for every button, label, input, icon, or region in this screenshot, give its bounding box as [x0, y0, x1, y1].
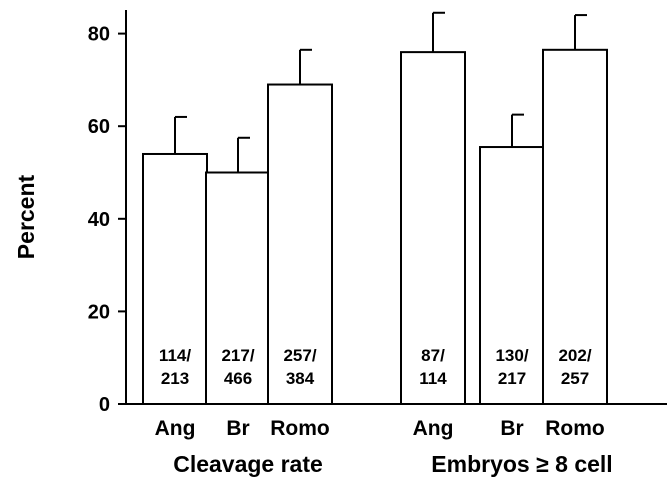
- count-label-top: 217/: [221, 346, 254, 365]
- category-label: Ang: [155, 417, 196, 440]
- count-label-top: 257/: [283, 346, 316, 365]
- count-label-top: 114/: [159, 346, 191, 365]
- count-label-bottom: 213: [161, 369, 189, 388]
- y-tick-label: 40: [88, 209, 110, 231]
- y-axis-title: Percent: [13, 174, 39, 259]
- group-label-suffix: ≥ 8 cell: [530, 451, 613, 477]
- count-label-top: 87/: [421, 346, 445, 365]
- category-label: Ang: [413, 417, 454, 440]
- category-label: Br: [226, 417, 249, 440]
- y-tick-label: 60: [88, 116, 110, 138]
- count-label-top: 202/: [558, 346, 591, 365]
- bar: [142, 152, 208, 405]
- count-label-bottom: 114: [419, 369, 447, 388]
- bar: [267, 83, 333, 405]
- count-label-bottom: 217: [498, 369, 526, 388]
- category-label: Romo: [270, 417, 330, 440]
- bar: [542, 48, 608, 406]
- category-labels: Ang Br Romo Cleavage rate Ang Br Romo Embryos ≥…: [155, 417, 613, 477]
- count-label-bottom: 466: [224, 369, 252, 388]
- category-label: Br: [500, 417, 523, 440]
- y-tick-label: 0: [99, 394, 110, 416]
- count-label-bottom: 257: [561, 369, 589, 388]
- count-label-top: 130/: [495, 346, 528, 365]
- group-label: Embryos ≥ 8 cell: [431, 451, 612, 477]
- y-ticks: 0 20 40 60 80: [88, 24, 126, 416]
- group-label: Cleavage rate: [173, 451, 323, 477]
- y-tick-label: 20: [88, 301, 110, 323]
- y-tick-label: 80: [88, 24, 110, 46]
- count-label-bottom: 384: [286, 369, 315, 388]
- bar: [479, 146, 545, 405]
- bars: 114/213 217/466 257/384 87/114 130/217 202/25…: [142, 11, 608, 406]
- category-label: Romo: [545, 417, 605, 440]
- bar: [400, 51, 466, 406]
- bar: [205, 171, 271, 405]
